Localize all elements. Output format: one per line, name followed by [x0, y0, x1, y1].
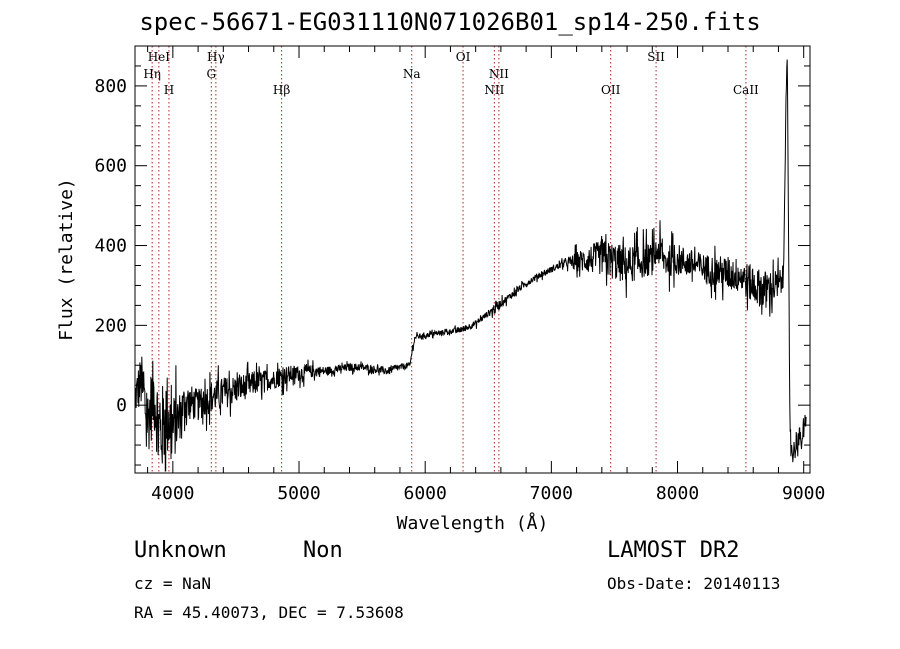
x-tick-label: 7000: [530, 483, 573, 504]
redshift-label: cz = NaN: [134, 574, 212, 593]
spectral-line-label: NII: [484, 83, 504, 97]
plot-frame: [134, 45, 811, 474]
y-axis-label: Flux (relative): [56, 178, 77, 341]
obs-date-label: Obs-Date: 20140113: [607, 574, 781, 593]
x-tick-label: 5000: [277, 483, 320, 504]
spectral-line-label: H: [164, 83, 174, 97]
spectral-line-label: Hγ: [207, 50, 225, 64]
spectral-line-label: G: [207, 67, 217, 81]
y-tick-label: 200: [94, 315, 127, 336]
y-tick-label: 600: [94, 156, 127, 177]
spectral-line-label: HeI: [148, 50, 171, 64]
spectral-line-label: OI: [456, 50, 471, 64]
spectral-line-label: NII: [489, 67, 509, 81]
x-axis-label: Wavelength (Å): [397, 512, 549, 534]
x-tick-label: 4000: [151, 483, 194, 504]
spectral-line-label: SII: [647, 50, 665, 64]
x-tick-label: 6000: [404, 483, 447, 504]
class-label: Unknown: [134, 538, 227, 563]
x-tick-label: 9000: [782, 483, 825, 504]
x-tick-label: 8000: [656, 483, 699, 504]
y-tick-label: 0: [116, 395, 127, 416]
y-tick-label: 400: [94, 236, 127, 257]
spectral-line-label: Hβ: [273, 83, 290, 97]
chart-title: spec-56671-EG031110N071026B01_sp14-250.f…: [139, 8, 761, 36]
spectral-line-label: OII: [601, 83, 621, 97]
coordinates-label: RA = 45.40073, DEC = 7.53608: [134, 603, 404, 622]
spectral-line-label: Hη: [143, 67, 161, 81]
spectrum-series-line: [134, 59, 807, 472]
spectral-line-label: CaII: [733, 83, 759, 97]
subclass-label: Non: [303, 538, 343, 563]
survey-label: LAMOST DR2: [607, 538, 740, 563]
y-tick-label: 800: [94, 76, 127, 97]
spectral-line-label: Na: [403, 67, 421, 81]
